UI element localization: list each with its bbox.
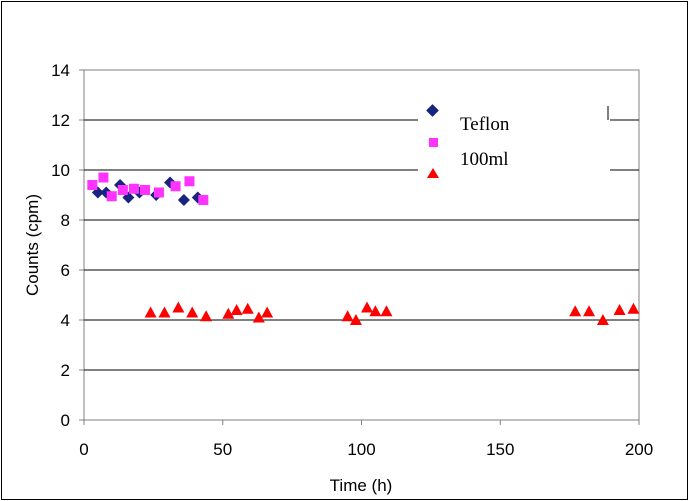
y-tick-label: 14 xyxy=(51,61,70,80)
x-axis-label: Time (h) xyxy=(330,476,393,495)
legend-label-teflon: Teflon xyxy=(460,114,510,135)
y-tick-label: 12 xyxy=(51,111,70,130)
point-100ml xyxy=(361,301,374,313)
y-tick-label: 0 xyxy=(61,411,70,430)
x-tick-label: 150 xyxy=(486,440,514,459)
y-axis-label: Counts (cpm) xyxy=(23,194,42,296)
point-square xyxy=(98,172,109,183)
legend-swatch-100ml xyxy=(427,168,439,178)
y-tick-label: 8 xyxy=(61,211,70,230)
point-100ml xyxy=(200,310,213,322)
point-square xyxy=(198,195,209,205)
x-tick-label: 50 xyxy=(213,440,232,459)
point-100ml xyxy=(261,306,274,318)
point-100ml xyxy=(569,305,582,317)
legend-label-100ml: 100ml xyxy=(460,149,509,170)
point-100ml xyxy=(349,314,362,325)
point-100ml xyxy=(380,305,393,317)
legend-swatch-square xyxy=(429,138,438,147)
point-100ml xyxy=(172,301,185,313)
point-100ml xyxy=(583,305,596,317)
point-100ml xyxy=(144,306,157,318)
legend-box xyxy=(418,92,610,192)
data-points xyxy=(87,172,640,325)
point-100ml xyxy=(252,311,265,323)
x-tick-label: 200 xyxy=(625,440,653,459)
x-tick-label: 0 xyxy=(79,440,88,459)
point-100ml xyxy=(341,310,354,322)
point-100ml xyxy=(230,304,243,315)
point-square xyxy=(128,183,139,194)
y-axis-ticks: 0 2 4 6 8 10 12 14 xyxy=(51,61,84,430)
point-square xyxy=(106,191,117,202)
point-100ml xyxy=(241,302,254,314)
y-tick-label: 4 xyxy=(61,311,70,330)
point-square xyxy=(170,181,181,192)
point-100ml xyxy=(222,307,235,319)
x-axis-ticks: 0 50 100 150 200 xyxy=(79,420,653,459)
point-100ml xyxy=(596,314,609,325)
y-tick-label: 2 xyxy=(61,361,70,380)
point-square xyxy=(140,185,151,195)
legend: Teflon 100ml xyxy=(418,92,610,192)
point-square xyxy=(117,185,128,195)
point-100ml xyxy=(369,305,382,317)
point-100ml xyxy=(613,304,626,315)
point-100ml xyxy=(158,306,171,318)
point-square xyxy=(87,180,98,190)
legend-swatch-teflon xyxy=(426,104,439,117)
point-100ml xyxy=(186,306,199,318)
point-square xyxy=(153,187,164,198)
point-square xyxy=(184,176,195,187)
y-tick-label: 10 xyxy=(51,161,70,180)
y-tick-label: 6 xyxy=(61,261,70,280)
point-teflon xyxy=(177,194,190,206)
x-tick-label: 100 xyxy=(347,440,375,459)
point-100ml xyxy=(627,302,640,314)
